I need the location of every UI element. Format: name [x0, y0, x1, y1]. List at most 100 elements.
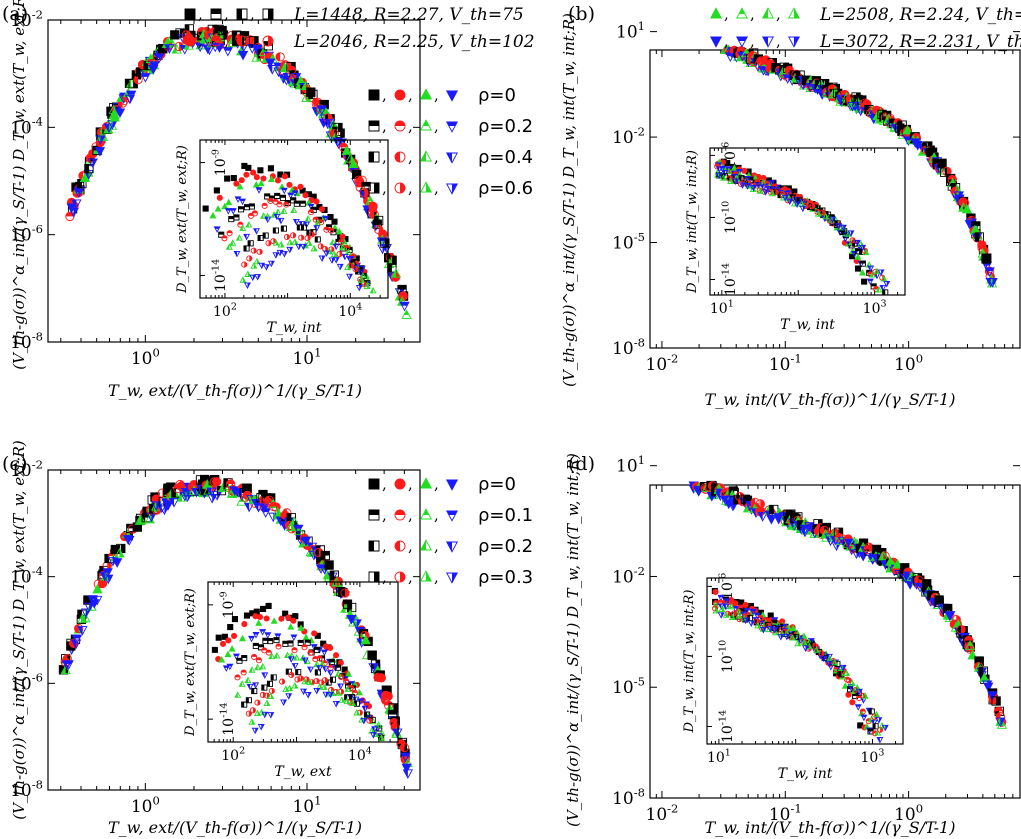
legend-comma: , — [434, 537, 439, 555]
y-axis-label: (V_th-g(σ))^α_int/(γ_S/T-1) D_T_w, int(T… — [560, 13, 578, 387]
inset-data-point — [226, 230, 233, 237]
data-point — [273, 67, 284, 78]
rho-legend-text: ρ=0.2 — [478, 116, 533, 137]
rho-legend-row: ,,, ρ=0 — [368, 85, 516, 106]
inset-data-point — [861, 278, 868, 285]
inset-data-point — [344, 248, 352, 256]
inset-data-point — [288, 186, 296, 193]
x-tick-label: 100 — [131, 793, 160, 817]
legend-header-row: ,,, L=1448, R=2.27, V_th=75 — [184, 5, 524, 25]
inset-x-tick-label: 101 — [710, 299, 734, 317]
inset-data-point — [290, 206, 298, 213]
y-tick-label: 101 — [616, 453, 645, 477]
data-point — [237, 50, 249, 61]
inset-data-point — [304, 691, 312, 699]
x-axis-label: T_w, ext/(V_th-f(σ))^1/(γ_S/T-1) — [108, 818, 362, 837]
legend-comma: , — [434, 568, 439, 586]
legend-marker — [445, 183, 459, 195]
legend-marker — [368, 478, 380, 490]
y-tick-label: 101 — [616, 19, 645, 43]
data-point — [124, 94, 136, 105]
inset-data-point — [291, 238, 299, 245]
inset-data-point — [304, 235, 311, 242]
inset-data-point — [209, 211, 217, 219]
inset-x-tick-label: 101 — [707, 748, 731, 766]
legend-marker — [262, 8, 274, 20]
data-point — [376, 237, 388, 248]
inset-frame — [199, 139, 389, 299]
legend-comma: , — [434, 148, 439, 166]
inset-data-point — [258, 262, 266, 270]
inset-data-point — [300, 688, 308, 696]
inset-data-point — [314, 236, 321, 243]
inset-data-point — [369, 286, 377, 294]
legend-comma: , — [408, 148, 413, 166]
data-point — [910, 138, 921, 149]
rho-legend-row: ,,, ρ=0.2 — [368, 536, 533, 557]
inset-data-point — [310, 244, 318, 252]
legend-marker — [368, 89, 380, 101]
data-point — [987, 278, 998, 288]
inset-data-point — [236, 182, 244, 190]
legend-comma: , — [382, 148, 387, 166]
inset-data-point — [202, 205, 209, 212]
legend-marker — [394, 151, 406, 163]
legend-marker — [368, 571, 380, 583]
legend-comma: , — [408, 86, 413, 104]
y-tick-label: 10-8 — [612, 335, 645, 359]
inset: 102 104 10-9 10-14 T_w, ext D_T_w, ext(T_w, e… — [183, 581, 399, 780]
x-axis-label: T_w, ext/(V_th-f(σ))^1/(γ_S/T-1) — [108, 381, 362, 400]
inset-data-point — [228, 216, 235, 223]
inset-data-point — [234, 674, 241, 681]
inset-data-point — [211, 646, 218, 653]
inset-data-point — [244, 270, 252, 277]
inset-data-point — [240, 669, 247, 676]
inset-data-point — [302, 192, 309, 199]
inset-data-point — [339, 233, 346, 240]
data-point — [373, 215, 384, 226]
data-point — [354, 175, 364, 185]
inset-data-point — [267, 165, 274, 172]
inset-x-label: T_w, int — [267, 320, 322, 336]
inset-data-point — [314, 219, 322, 226]
y-axis-label: (V_th-g(σ))^α_int/(γ_S/T-1) D_T_w, int(T… — [564, 453, 582, 827]
data-point — [361, 181, 371, 192]
legend-marker — [368, 120, 380, 132]
legend-marker — [445, 121, 459, 133]
inset-data-point — [344, 263, 352, 271]
legend-comma: , — [750, 32, 755, 50]
inset-y-tick-label: 10-10 — [718, 640, 736, 673]
data-point — [265, 58, 276, 69]
y-tick-label: 10-8 — [612, 785, 645, 809]
inset-data-point — [234, 691, 242, 698]
rho-legend-row: ,,, ρ=0 — [368, 474, 516, 495]
inset-data-point — [346, 256, 354, 263]
inset-data-point — [346, 273, 354, 281]
inset-data-point — [267, 175, 275, 183]
inset-x-tick-label: 102 — [213, 302, 237, 320]
inset-data-point — [278, 183, 286, 190]
inset-data-point — [250, 262, 258, 269]
legend-marker — [445, 152, 459, 164]
inset-data-point — [267, 260, 275, 268]
inset-scatter — [714, 158, 891, 296]
inset-data-point — [247, 240, 254, 247]
legend-marker — [787, 36, 801, 48]
inset-data-point — [286, 246, 294, 254]
data-point — [140, 73, 151, 83]
inset-data-point — [318, 206, 325, 213]
plot-frame — [649, 49, 1021, 349]
legend-comma: , — [434, 86, 439, 104]
legend-marker — [419, 88, 433, 100]
inset-data-point — [352, 266, 359, 273]
inset-data-point — [241, 701, 248, 708]
inset-data-point — [330, 250, 338, 258]
legend-marker — [394, 509, 406, 521]
inset-data-point — [329, 238, 337, 246]
inset-data-point — [292, 218, 300, 226]
legend-comma: , — [382, 568, 387, 586]
legend-header-text: L=2508, R=2.24, V_th=126 — [819, 5, 1021, 25]
y-axis-label: (V_th-g(σ))^α_int/(γ_S/T-1) D_T_w, ext(T… — [10, 0, 28, 370]
inset-data-point — [224, 208, 232, 215]
